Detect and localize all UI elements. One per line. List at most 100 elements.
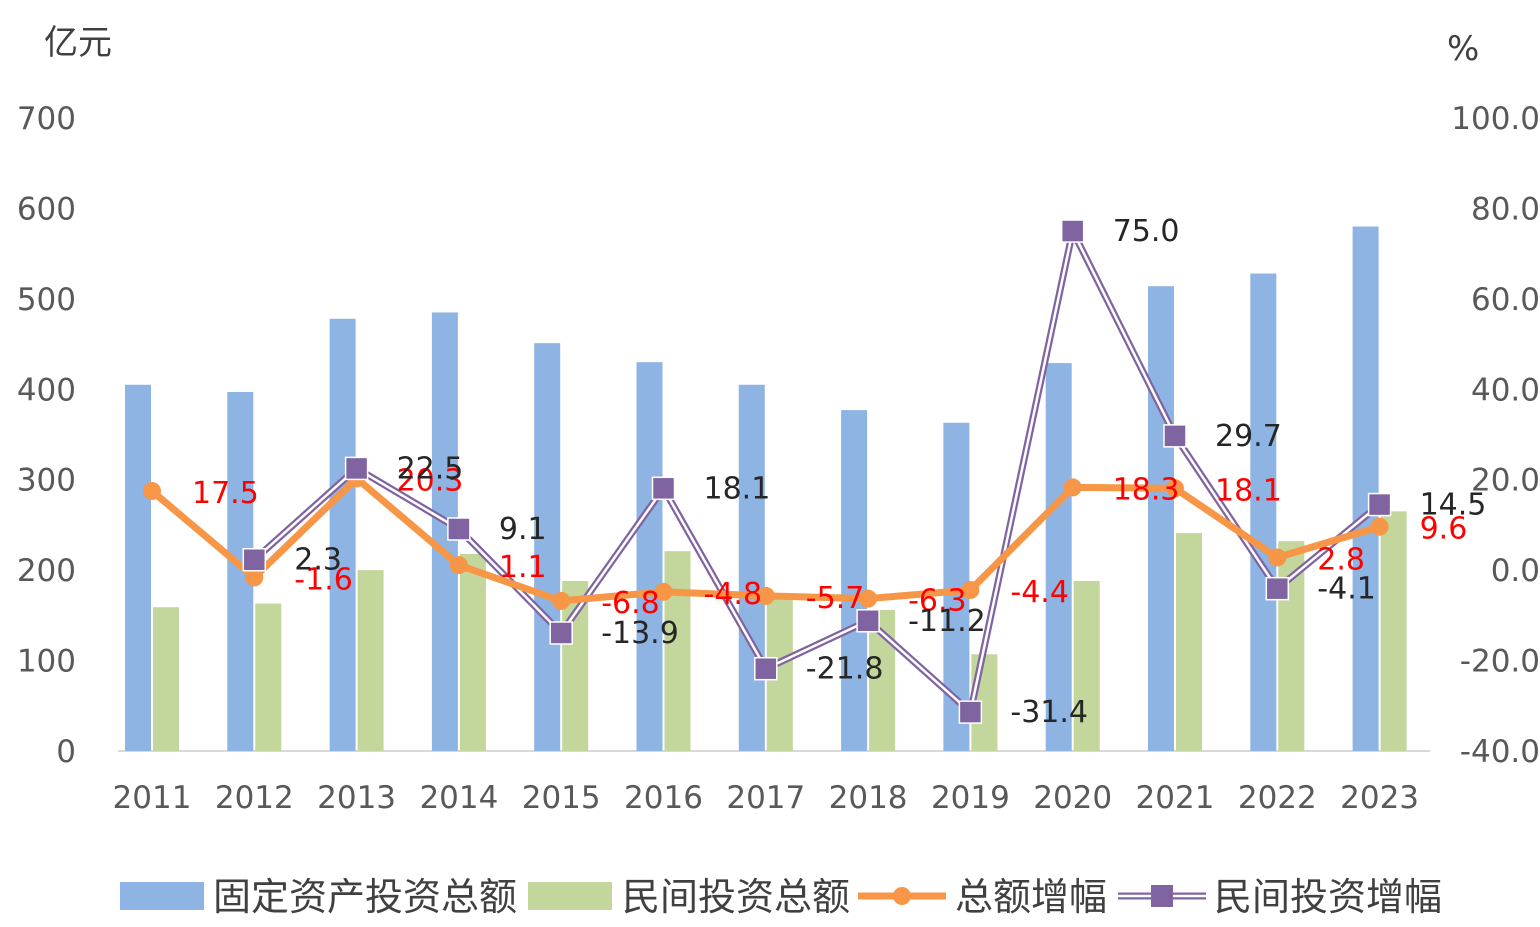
total-growth-point xyxy=(1370,517,1389,536)
right-tick-label: 80.0 xyxy=(1471,191,1540,227)
private-growth-point xyxy=(1163,424,1187,448)
x-tick-label: 2016 xyxy=(624,780,703,816)
private-growth-point xyxy=(1367,492,1392,517)
private-growth-point xyxy=(549,621,573,645)
bar-private-investment xyxy=(664,551,691,751)
bar-total-investment xyxy=(534,343,561,751)
total-growth-label: -6.3 xyxy=(908,584,967,619)
x-tick-label: 2017 xyxy=(726,780,805,816)
left-tick-label: 100 xyxy=(17,644,76,680)
private-growth-label: 2.3 xyxy=(294,543,342,578)
left-tick-label: 700 xyxy=(17,101,76,137)
right-tick-label: 0.0 xyxy=(1491,553,1540,589)
bar-total-investment xyxy=(125,384,151,751)
x-tick-label: 2012 xyxy=(215,780,294,816)
private-growth-label: 29.7 xyxy=(1215,419,1282,454)
bar-total-investment xyxy=(841,410,868,751)
private-growth-line-inner xyxy=(253,229,1381,714)
private-growth-label: 14.5 xyxy=(1420,488,1487,523)
total-growth-label: -5.7 xyxy=(806,581,865,616)
legend-swatch-private-investment xyxy=(528,882,612,910)
right-tick-label: 100.0 xyxy=(1451,101,1540,137)
left-tick-label: 200 xyxy=(17,553,76,589)
left-tick-label: 300 xyxy=(17,463,76,499)
total-growth-point xyxy=(1268,548,1287,567)
x-tick-label: 2021 xyxy=(1136,780,1215,816)
x-tick-label: 2023 xyxy=(1340,780,1419,816)
total-growth-label: 20.3 xyxy=(397,463,464,498)
right-tick-label: 40.0 xyxy=(1471,372,1540,408)
private-growth-point xyxy=(856,609,880,633)
private-growth-label: -13.9 xyxy=(601,616,679,651)
left-axis-unit: 亿元 xyxy=(44,23,112,63)
bar-private-investment xyxy=(1380,511,1407,751)
x-tick-label: 2013 xyxy=(317,780,396,816)
left-tick-label: 0 xyxy=(56,734,76,770)
total-growth-label: -4.8 xyxy=(704,577,763,612)
bar-total-investment xyxy=(1250,273,1277,751)
x-tick-label: 2019 xyxy=(931,780,1010,816)
bar-total-investment xyxy=(1045,363,1072,751)
bar-private-investment xyxy=(153,607,179,751)
total-growth-point xyxy=(859,589,878,608)
private-growth-point xyxy=(447,517,471,541)
right-tick-label: 60.0 xyxy=(1471,282,1540,318)
right-axis: % -40.0 -20.0 0.0 20.0 40.0 60.0 80.0 100.0 xyxy=(1447,29,1540,770)
total-growth-label: -6.8 xyxy=(601,586,660,621)
total-growth-point xyxy=(1166,479,1184,498)
bar-total-investment xyxy=(329,318,356,751)
private-growth-label: 9.1 xyxy=(499,512,547,547)
left-tick-label: 400 xyxy=(17,372,76,408)
right-tick-label: 20.0 xyxy=(1471,463,1540,499)
right-tick-label: -20.0 xyxy=(1460,644,1540,680)
total-growth-point xyxy=(961,581,980,600)
private-growth-label: -4.1 xyxy=(1317,572,1376,607)
total-growth-label: 17.5 xyxy=(192,476,259,511)
total-growth-label: 1.1 xyxy=(499,550,547,585)
x-tick-label: 2022 xyxy=(1238,780,1317,816)
private-growth-point xyxy=(344,456,369,481)
bar-private-investment xyxy=(459,553,486,751)
total-growth-label: 18.1 xyxy=(1215,473,1282,508)
total-growth-point xyxy=(143,482,161,501)
x-axis-ticks: 2011 2012 2013 2014 2015 2016 2017 2018 2019 2020… xyxy=(113,780,1420,816)
private-growth-point xyxy=(1060,219,1085,243)
bar-private-investment xyxy=(1176,533,1202,751)
legend: 固定资产投资总额 民间投资总额 总额增幅 民间投资增幅 xyxy=(120,875,1442,919)
private-growth-point xyxy=(651,476,676,501)
private-growth-point xyxy=(1265,576,1290,601)
private-growth-label: -21.8 xyxy=(806,652,884,687)
legend-swatch-total-investment xyxy=(120,882,204,910)
left-axis: 亿元 0 100 200 300 400 500 600 700 xyxy=(17,23,112,770)
legend-label-private-investment: 民间投资总额 xyxy=(622,875,850,919)
legend-label-total-investment: 固定资产投资总额 xyxy=(213,875,517,919)
private-growth-point xyxy=(958,700,983,724)
total-growth-point xyxy=(756,586,775,605)
x-tick-label: 2014 xyxy=(419,780,498,816)
total-growth-label: -4.4 xyxy=(1010,575,1069,610)
x-tick-label: 2018 xyxy=(829,780,908,816)
total-growth-label: 18.3 xyxy=(1113,472,1180,507)
lines-layer: 17.5 -1.6 20.3 1.1 -6.8 -4.8 -5.7 -6.3 -4.4 18.3 1… xyxy=(143,214,1486,730)
legend-label-private-growth: 民间投资增幅 xyxy=(1214,875,1442,919)
x-tick-label: 2011 xyxy=(113,780,192,816)
private-growth-label: 75.0 xyxy=(1113,214,1180,249)
left-tick-label: 500 xyxy=(17,282,76,318)
x-tick-label: 2015 xyxy=(522,780,601,816)
total-growth-point xyxy=(245,568,264,587)
private-growth-point xyxy=(754,656,778,681)
bar-total-investment xyxy=(1148,286,1174,751)
total-growth-point xyxy=(449,556,468,575)
private-growth-label: -11.2 xyxy=(908,604,986,639)
legend-label-total-growth: 总额增幅 xyxy=(955,875,1107,919)
total-growth-point xyxy=(1063,478,1082,497)
bar-private-investment xyxy=(357,570,384,751)
private-growth-label: 22.5 xyxy=(397,451,464,486)
x-tick-label: 2020 xyxy=(1033,780,1112,816)
right-tick-label: -40.0 xyxy=(1460,734,1540,770)
total-growth-point xyxy=(552,591,571,610)
bar-private-investment xyxy=(255,603,282,751)
total-growth-label: 9.6 xyxy=(1420,512,1468,547)
private-growth-point xyxy=(242,547,267,572)
